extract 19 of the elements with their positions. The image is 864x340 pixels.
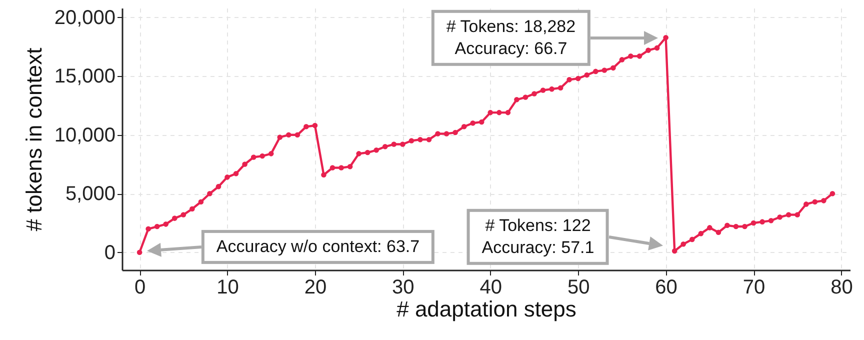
x-tick-label: 40 [480,276,502,298]
y-tick-label: 20,000 [54,6,116,29]
x-tick-label: 30 [392,276,414,298]
y-tick-label: 10,000 [54,124,116,146]
y-tick-label: 0 [104,242,116,264]
y-axis-title: # tokens in context [21,48,46,232]
x-tick-label: 0 [134,276,146,298]
x-tick-label: 80 [830,276,853,298]
x-tick-label: 10 [216,276,239,298]
x-tick-label: 70 [742,276,766,298]
annotation: Accuracy w/o context: 63.7 [201,230,435,264]
x-axis-title: # adaptation steps [396,296,576,322]
annotation: # Tokens: 122 Accuracy: 57.1 [466,208,610,266]
x-tick-label: 50 [567,276,590,298]
y-tick-label: 15,000 [54,66,116,88]
x-tick-label: 60 [655,276,678,298]
x-tick-label: 20 [304,276,327,298]
annotation: # Tokens: 18,282 Accuracy: 66.7 [431,10,591,66]
y-tick-label: 5,000 [65,183,116,206]
